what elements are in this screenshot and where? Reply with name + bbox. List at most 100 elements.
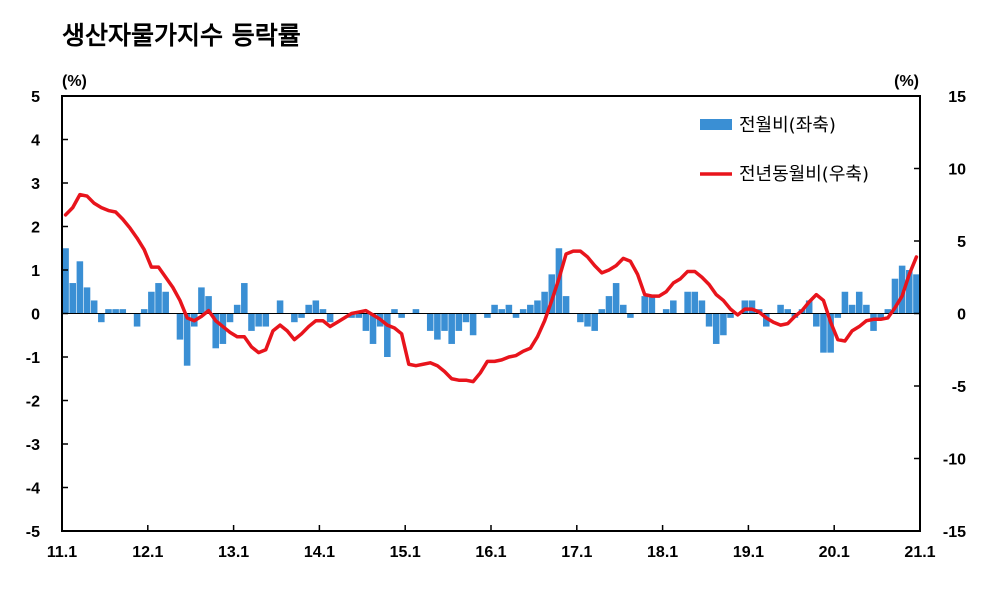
bar [712,313,720,344]
bar [684,291,691,314]
bar [763,313,770,327]
bar [884,309,892,314]
x-tick-label: 17.1 [561,544,592,561]
left-axis-unit: (%) [62,73,87,90]
bar [119,309,127,314]
bar [691,291,699,314]
legend-bar-label: 전월비(좌축) [739,115,836,136]
bar [176,313,184,340]
bar [369,313,377,344]
left-tick-label: -1 [26,350,40,367]
bar [662,309,670,314]
x-axis: 11.1 12.1 13.1 14.1 15.1 16.1 17.1 18.1 19.1 20.1… [47,525,936,561]
bar [813,313,820,327]
bar [248,313,255,331]
x-tick-label: 20.1 [819,544,850,561]
bar [398,313,405,318]
legend: 전월비(좌축) 전년동월비(우축) [700,115,869,185]
bar [355,313,362,318]
bar [720,313,727,336]
bar [641,296,648,314]
x-tick-label: 14.1 [304,544,335,561]
bar [255,313,262,327]
bar [484,313,491,318]
bar [205,296,212,314]
bar [83,287,91,314]
bar [298,313,305,318]
x-tick-label: 19.1 [733,544,764,561]
bar [155,283,162,314]
bar [326,313,334,323]
bar [305,304,312,314]
bar [348,313,355,318]
bar [827,313,834,353]
bar [584,313,591,327]
bar [276,300,284,314]
bar [870,313,877,331]
bar [319,309,327,314]
right-tick-label: -15 [943,524,966,541]
bar [784,309,791,314]
left-tick-label: -4 [26,481,40,498]
left-tick-label: -3 [26,437,40,454]
bar [76,261,84,314]
bar [212,313,219,349]
bar [198,287,205,314]
bar [820,313,827,353]
bar [312,300,320,314]
bar [877,313,884,318]
bar [913,274,920,314]
x-tick-label: 13.1 [218,544,249,561]
right-axis: 15 10 5 0 -5 -10 -15 [914,89,966,541]
bar [69,283,76,314]
bar [727,313,734,318]
bar [591,313,598,331]
bar [241,283,248,314]
bar [384,313,391,357]
bar [98,313,105,323]
bar [105,309,112,314]
x-tick-label: 12.1 [132,544,163,561]
bar [162,291,169,314]
bar [562,296,570,314]
left-tick-label: 1 [31,263,40,280]
bar [748,300,756,314]
bar [462,313,470,323]
bar [448,313,455,344]
left-tick-label: 4 [31,133,40,150]
bar [648,296,656,314]
bar [612,283,620,314]
legend-bar-swatch [700,119,732,130]
bar [133,313,141,327]
right-tick-label: 10 [948,162,966,179]
right-axis-unit: (%) [894,73,919,90]
left-tick-label: 2 [31,220,40,237]
bar [534,300,541,314]
left-axis: 5 4 3 2 1 0 -1 -2 -3 -4 -5 [26,89,68,541]
bar [548,274,556,314]
bar [62,248,69,314]
chart-title: 생산자물가지수 등락률 [62,21,301,50]
bar [620,304,627,314]
bar [262,313,270,327]
right-tick-label: 15 [948,89,966,106]
bar [848,304,856,314]
bar [670,300,677,314]
bar [291,313,298,323]
bar [577,313,584,323]
bar [112,309,119,314]
bar [183,313,191,366]
bar [906,270,913,314]
bar [863,304,870,314]
bar [391,309,398,314]
bar [805,300,813,314]
line-series [63,192,919,384]
bar [841,291,849,314]
bar [777,304,784,314]
bar [233,304,241,314]
bar [527,304,534,314]
right-tick-label: -10 [943,452,966,469]
bar [469,313,477,336]
bar [512,313,520,318]
